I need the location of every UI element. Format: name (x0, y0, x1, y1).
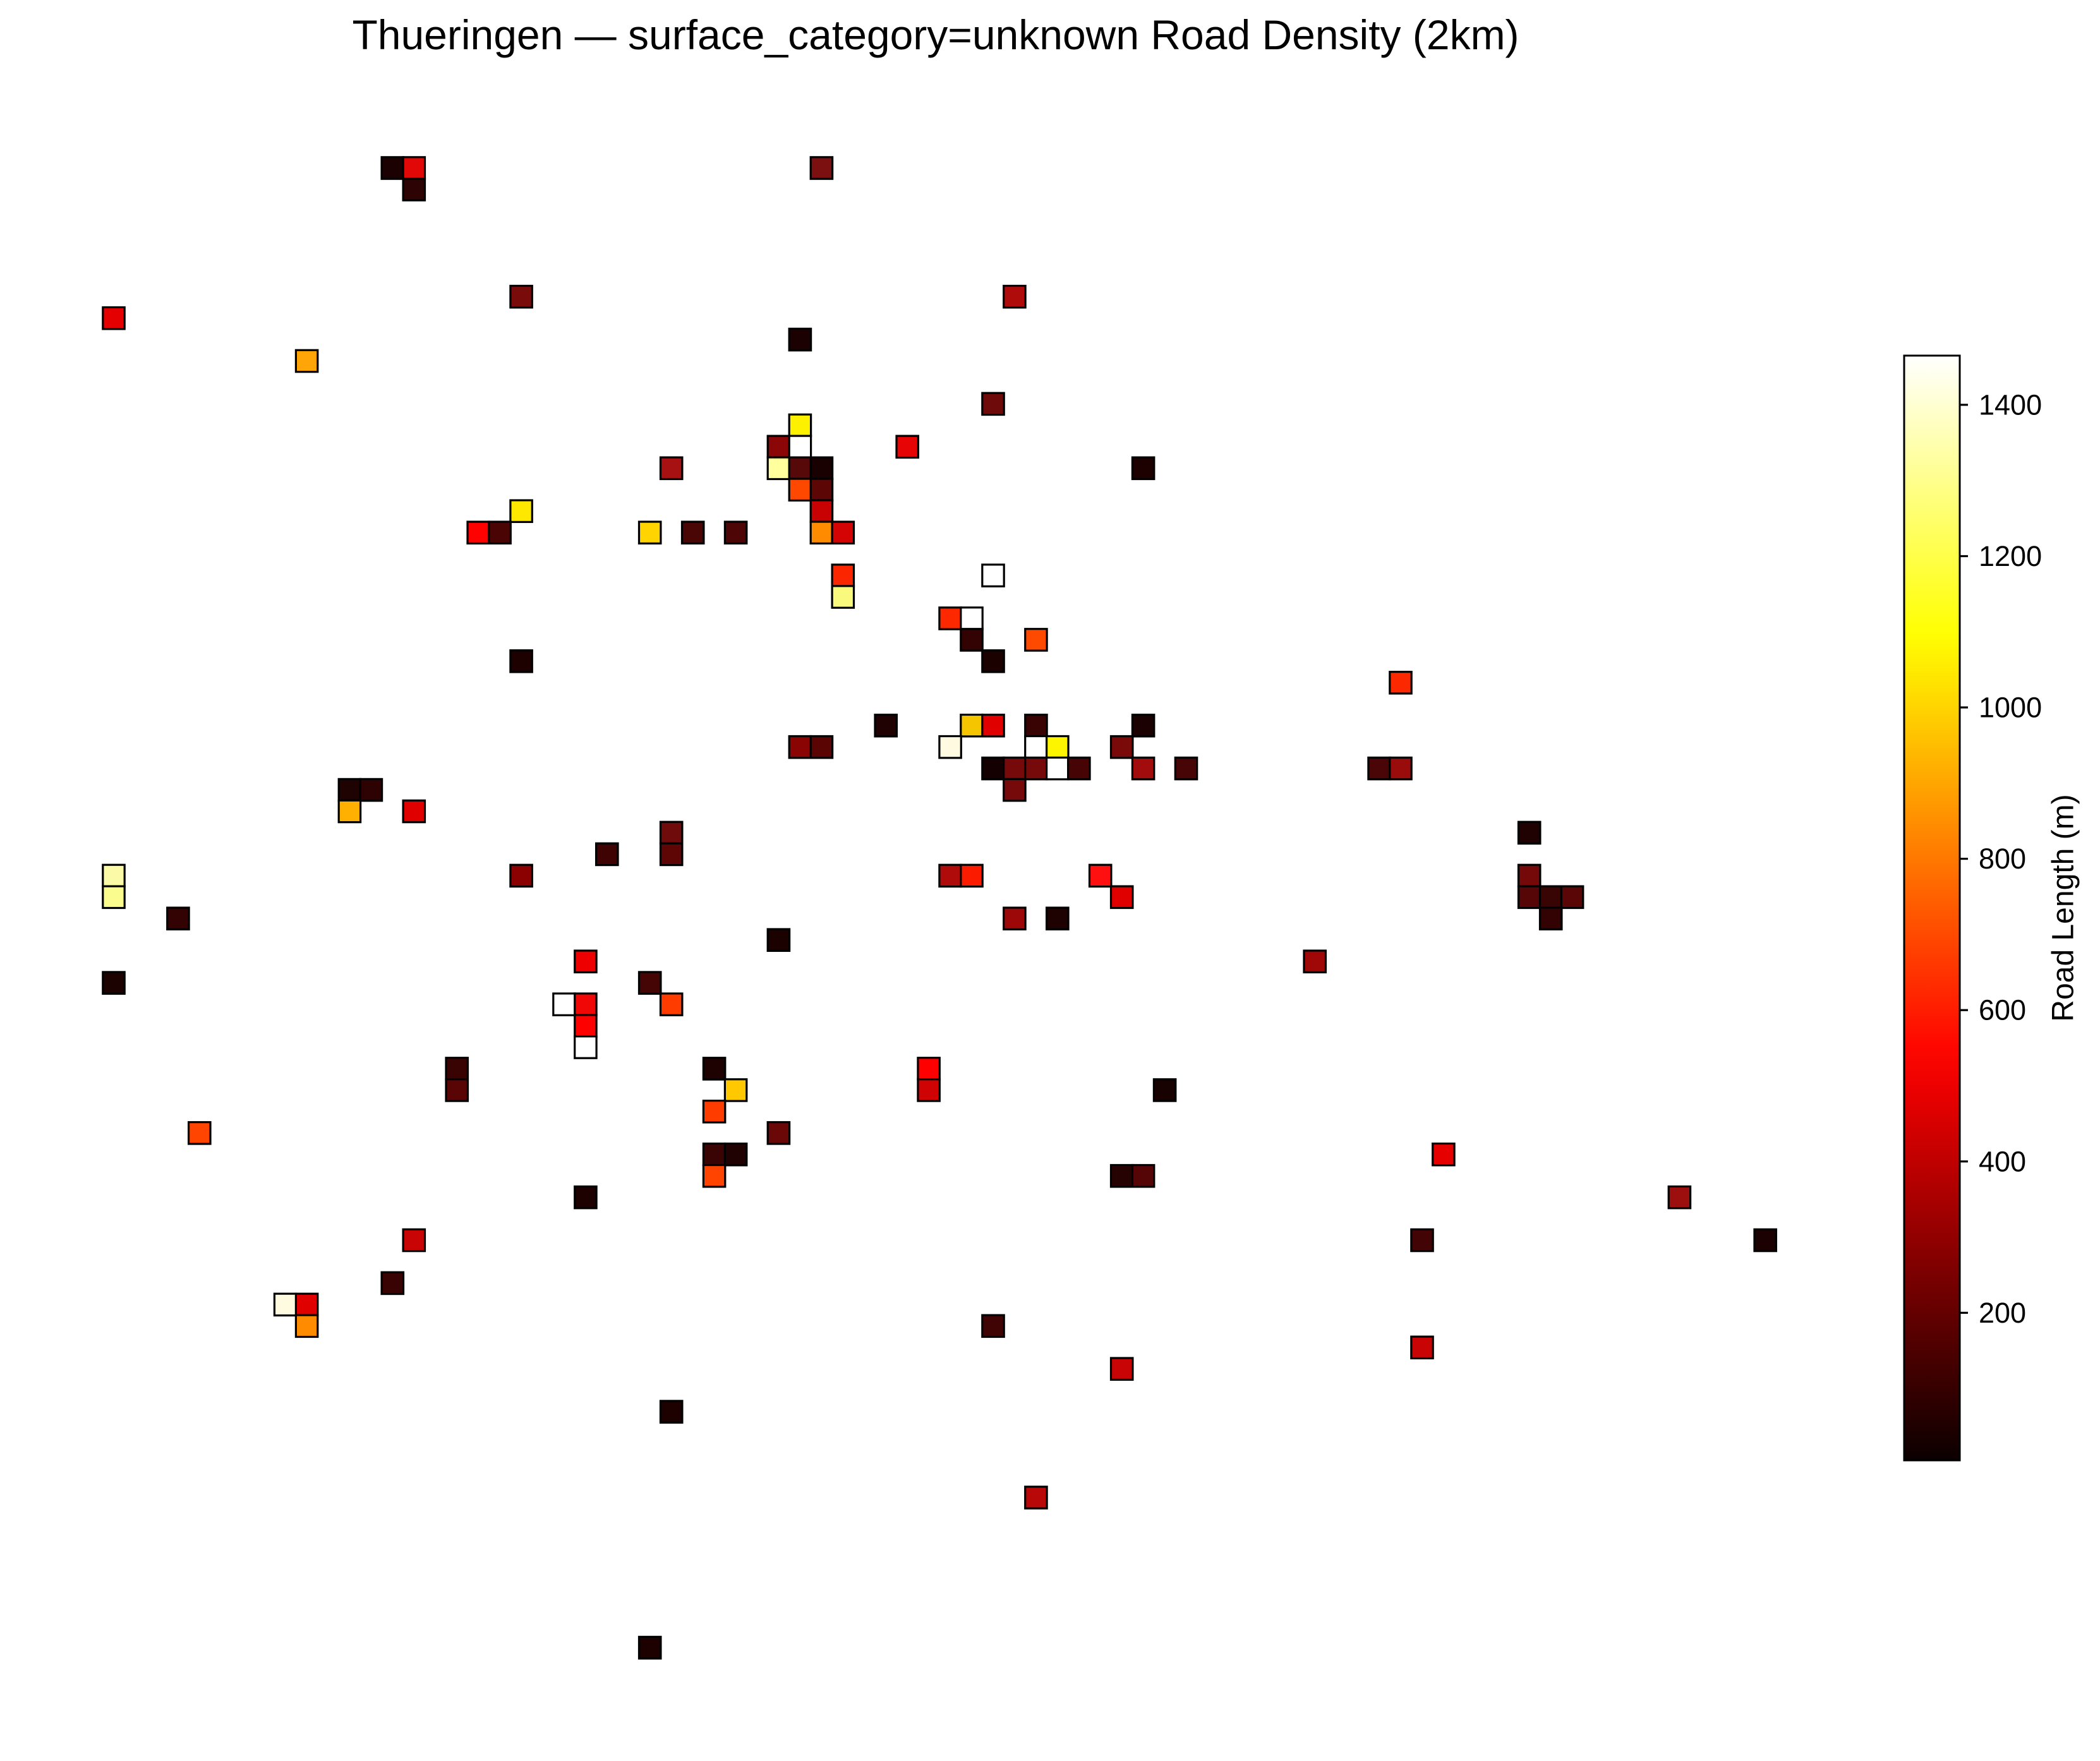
svg-text:600: 600 (1979, 994, 2026, 1026)
svg-text:1400: 1400 (1979, 388, 2042, 421)
svg-text:200: 200 (1979, 1297, 2026, 1329)
svg-text:1000: 1000 (1979, 692, 2042, 724)
svg-text:800: 800 (1979, 843, 2026, 875)
svg-text:400: 400 (1979, 1145, 2026, 1177)
svg-text:Road Length (m): Road Length (m) (2047, 794, 2080, 1021)
svg-text:1200: 1200 (1979, 540, 2042, 572)
